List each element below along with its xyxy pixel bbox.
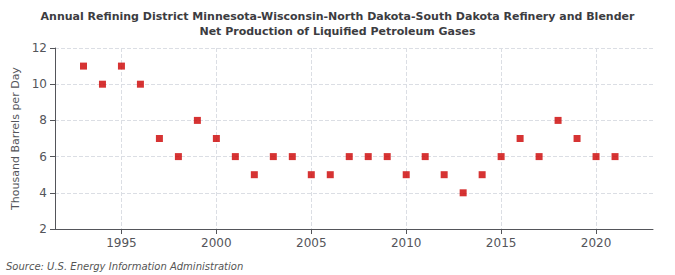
- svg-text:1995: 1995: [106, 236, 137, 250]
- svg-text:10: 10: [32, 77, 47, 91]
- svg-text:2010: 2010: [391, 236, 422, 250]
- svg-text:Net Production of Liquified Pe: Net Production of Liquified Petroleum Ga…: [199, 25, 476, 38]
- svg-text:2: 2: [39, 222, 47, 236]
- svg-text:2000: 2000: [201, 236, 232, 250]
- svg-text:2020: 2020: [581, 236, 612, 250]
- svg-text:12: 12: [32, 41, 47, 55]
- svg-text:Thousand Barrels per Day: Thousand Barrels per Day: [9, 67, 22, 211]
- svg-text:2005: 2005: [296, 236, 327, 250]
- svg-text:Annual Refining District Minne: Annual Refining District Minnesota-Wisco…: [41, 10, 635, 23]
- svg-text:6: 6: [39, 150, 47, 164]
- svg-text:2015: 2015: [486, 236, 517, 250]
- svg-text:Source: U.S. Energy Informatio: Source: U.S. Energy Information Administ…: [6, 261, 243, 272]
- svg-text:4: 4: [39, 186, 47, 200]
- svg-text:8: 8: [39, 113, 47, 127]
